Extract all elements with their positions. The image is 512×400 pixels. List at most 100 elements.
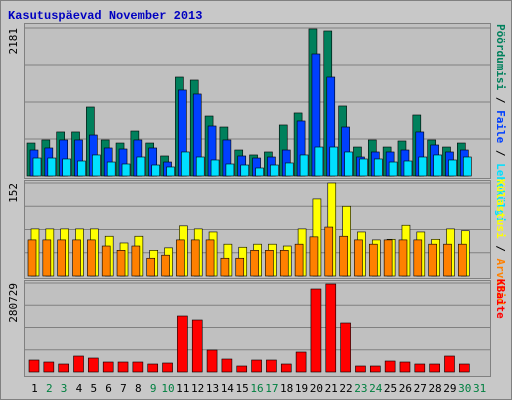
bar xyxy=(414,363,426,373)
bar xyxy=(444,355,455,373)
bar xyxy=(106,161,116,177)
x-tick-label: 20 xyxy=(310,382,323,395)
legend-entry: Faile xyxy=(494,110,507,143)
x-tick-label: 28 xyxy=(428,382,441,395)
bar xyxy=(117,361,129,373)
bar xyxy=(190,239,200,277)
x-tick-label: 12 xyxy=(191,382,204,395)
x-tick-label: 27 xyxy=(414,382,427,395)
bar xyxy=(121,163,131,177)
bar xyxy=(324,226,334,277)
bar xyxy=(399,361,411,373)
x-tick-label: 29 xyxy=(443,382,456,395)
y-tick-label: 152 xyxy=(7,183,20,203)
bar xyxy=(265,250,274,277)
bar xyxy=(250,250,259,277)
bar xyxy=(92,154,101,177)
bar xyxy=(181,151,190,177)
bar xyxy=(284,162,294,177)
x-tick-label: 19 xyxy=(295,382,308,395)
bar xyxy=(221,358,233,373)
bar xyxy=(413,239,423,277)
legend-separator: / xyxy=(494,239,507,259)
legend-separator: / xyxy=(494,90,507,110)
x-tick-label: 4 xyxy=(76,382,83,395)
bar xyxy=(87,239,96,277)
bar xyxy=(433,154,442,177)
bar xyxy=(206,349,218,373)
bar xyxy=(205,239,215,277)
legend-entry: Pöördumisi xyxy=(494,24,507,91)
legend: Külastusi / Arvutid xyxy=(494,179,507,305)
bar xyxy=(355,365,366,373)
x-tick-label: 18 xyxy=(280,382,293,395)
bar xyxy=(403,160,413,177)
legend-separator: / xyxy=(494,143,507,163)
bar xyxy=(225,163,235,177)
bar xyxy=(309,236,319,277)
x-tick-label: 6 xyxy=(105,382,112,395)
bar xyxy=(151,164,161,177)
x-tick-label: 31 xyxy=(473,382,486,395)
bar xyxy=(458,243,467,277)
x-tick-label: 13 xyxy=(206,382,219,395)
bar xyxy=(191,319,203,373)
bar xyxy=(310,288,322,373)
bar xyxy=(299,154,309,177)
bar xyxy=(388,161,398,177)
x-tick-label: 16 xyxy=(250,382,263,395)
bar xyxy=(354,239,363,277)
y-tick-label: 280729 xyxy=(7,283,20,323)
bar xyxy=(398,239,408,277)
bar xyxy=(161,254,170,277)
bar xyxy=(43,361,55,373)
bar xyxy=(270,164,279,177)
bar xyxy=(279,250,289,277)
x-tick-label: 14 xyxy=(221,382,235,395)
bar xyxy=(266,359,277,373)
legend-entry: Külastusi xyxy=(494,179,507,239)
bar xyxy=(136,156,146,177)
x-tick-label: 17 xyxy=(265,382,278,395)
bar xyxy=(116,250,126,277)
bar xyxy=(57,239,66,277)
bar xyxy=(314,146,324,177)
x-tick-label: 26 xyxy=(399,382,412,395)
bar xyxy=(210,159,220,177)
legend: Pöördumisi / Faile / Lehekülgi xyxy=(494,24,507,223)
bar xyxy=(132,361,144,373)
bar xyxy=(459,363,470,373)
x-tick-label: 5 xyxy=(90,382,97,395)
bar xyxy=(73,355,84,373)
bar xyxy=(102,361,114,373)
bar xyxy=(27,239,37,277)
bar xyxy=(329,146,339,177)
bar xyxy=(255,167,264,177)
bar xyxy=(236,365,248,373)
x-tick-label: 8 xyxy=(135,382,142,395)
bar xyxy=(47,157,57,177)
bar xyxy=(325,283,337,373)
x-tick-label: 7 xyxy=(120,382,127,395)
bar xyxy=(177,315,188,373)
bar xyxy=(240,164,250,177)
bar xyxy=(235,257,245,277)
bar xyxy=(28,359,40,373)
bar xyxy=(463,156,472,177)
bar xyxy=(418,156,428,177)
bar xyxy=(101,245,111,277)
bar xyxy=(443,243,452,277)
bar xyxy=(384,360,396,373)
bar xyxy=(368,243,378,277)
x-tick-label: 9 xyxy=(150,382,157,395)
x-tick-label: 23 xyxy=(354,382,367,395)
chart-title: Kasutuspäevad November 2013 xyxy=(8,9,202,23)
x-tick-label: 24 xyxy=(369,382,383,395)
x-tick-label: 11 xyxy=(176,382,189,395)
bar xyxy=(88,357,99,373)
bar xyxy=(344,151,353,177)
x-tick-label: 10 xyxy=(161,382,174,395)
bar xyxy=(32,157,42,177)
x-tick-label: 15 xyxy=(236,382,249,395)
